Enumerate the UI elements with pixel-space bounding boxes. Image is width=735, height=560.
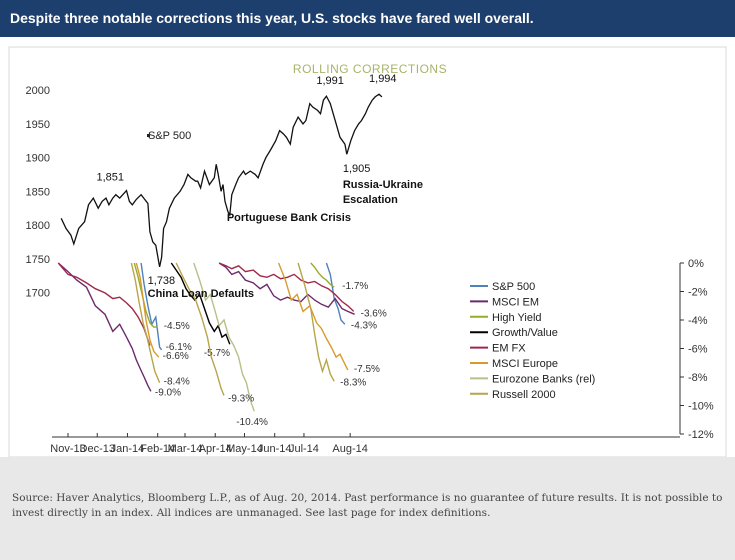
series-line-msci-em-1	[57, 262, 152, 392]
y2-tick-label: -2%	[688, 287, 708, 299]
series-line-s-p-500-3	[325, 262, 346, 325]
annotation-1-738: 1,738	[148, 275, 176, 287]
series-line-high-yield-3	[310, 262, 335, 288]
series-line-high-yield-1	[133, 262, 158, 328]
end-label: -8.3%	[340, 377, 366, 388]
end-label: -7.5%	[354, 364, 380, 375]
end-label: -4.5%	[164, 321, 190, 332]
legend-label-eurozone-banks-rel: Eurozone Banks (rel)	[492, 373, 595, 385]
footer: Source: Haver Analytics, Bloomberg L.P.,…	[0, 457, 735, 560]
page-title: Despite three notable corrections this y…	[10, 10, 534, 26]
annotation-portuguese-bank-crisis: Portuguese Bank Crisis	[227, 212, 351, 224]
legend: S&P 500 MSCI EM High Yield Growth/Value EM F…	[470, 281, 595, 401]
series-line-em-fx-1	[57, 262, 151, 346]
end-label: -6.6%	[163, 351, 189, 362]
end-label: -6.1%	[166, 342, 192, 353]
annotation-escalation: Escalation	[343, 194, 398, 206]
x-tick-label: Apr-14	[199, 443, 232, 455]
legend-label-high-yield: High Yield	[492, 312, 542, 324]
y1-tick-label: 1750	[26, 254, 50, 266]
end-label: -3.6%	[361, 308, 387, 319]
end-label: -8.4%	[164, 377, 190, 388]
end-label: -10.4%	[236, 417, 268, 428]
y2-tick-label: -4%	[688, 315, 708, 327]
x-tick-label: Mar-14	[168, 443, 203, 455]
legend-label-s-p-500: S&P 500	[492, 281, 535, 293]
y1-tick-label: 1850	[26, 186, 50, 198]
sp500-marker-icon	[147, 134, 150, 137]
series-line-growth-value-2	[170, 262, 231, 345]
y2-tick-label: -8%	[688, 372, 708, 384]
series-line-russell-2000-2	[175, 262, 225, 396]
end-label: -9.0%	[155, 387, 181, 398]
y1-tick-label: 1700	[26, 288, 50, 300]
y1-tick-label: 1950	[26, 119, 50, 131]
y1-tick-label: 1800	[26, 220, 50, 232]
annotation-1-991: 1,991	[316, 75, 344, 87]
y2-tick-label: -12%	[688, 429, 714, 441]
x-axis: Nov-13Dec-13Jan-14Feb-14Mar-14Apr-14May-…	[50, 433, 680, 455]
x-tick-label: Jul-14	[289, 443, 319, 455]
corrections-y-axis: 0% -2% -4% -6% -8% -10% -12%	[679, 258, 714, 441]
end-label: -4.3%	[351, 320, 377, 331]
y2-tick-label: 0%	[688, 258, 704, 270]
y2-tick-label: -10%	[688, 401, 714, 413]
series-line-msci-em-3	[218, 262, 355, 315]
x-tick-label: Dec-13	[80, 443, 115, 455]
end-label: -5.7%	[204, 348, 230, 359]
sp500-series-label: S&P 500	[148, 130, 191, 142]
header-banner: Despite three notable corrections this y…	[0, 0, 735, 37]
y2-tick-label: -6%	[688, 344, 708, 356]
series-line-s-p-500	[60, 93, 383, 268]
x-tick-label: Feb-14	[140, 443, 175, 455]
annotation-1-905: 1,905	[343, 163, 371, 175]
sp500-y-axis: 1700 1750 1800 1850 1900 1950 2000	[26, 85, 50, 299]
end-label: -9.3%	[228, 394, 254, 405]
annotation-1-851: 1,851	[97, 172, 125, 184]
annotation-china-loan-defaults: China Loan Defaults	[148, 288, 254, 300]
x-tick-label: May-14	[226, 443, 263, 455]
series-line-msci-europe-3	[277, 262, 349, 371]
chart-frame	[8, 46, 727, 457]
x-tick-label: Aug-14	[332, 443, 367, 455]
annotation-1-994: 1,994	[369, 73, 397, 85]
legend-label-growth-value: Growth/Value	[492, 327, 558, 339]
x-tick-label: Jan-14	[111, 443, 145, 455]
legend-label-em-fx: EM FX	[492, 343, 526, 355]
series-line-msci-europe-1	[135, 262, 160, 358]
chart-title: ROLLING CORRECTIONS	[293, 62, 447, 76]
legend-label-msci-em: MSCI EM	[492, 296, 539, 308]
x-tick-label: Jun-14	[258, 443, 292, 455]
source-note: Source: Haver Analytics, Bloomberg L.P.,…	[12, 492, 723, 519]
corrections-series: -6.1% -4.3% -9.0% -3.6% -4.5% -1.7% -5.7% -6.6%…	[57, 262, 387, 428]
end-label: -1.7%	[342, 281, 368, 292]
legend-label-msci-europe: MSCI Europe	[492, 358, 558, 370]
chart-area: ROLLING CORRECTIONS 1700 1750 1800 1850 1900…	[8, 46, 727, 457]
legend-label-russell-2000: Russell 2000	[492, 389, 556, 401]
x-tick-label: Nov-13	[50, 443, 85, 455]
y1-tick-label: 2000	[26, 85, 50, 97]
sp500-series: S&P 500	[60, 93, 383, 268]
series-line-russell-2000-1	[130, 262, 161, 383]
y1-tick-label: 1900	[26, 153, 50, 165]
annotation-russia-ukraine: Russia-Ukraine	[343, 179, 423, 191]
series-line-em-fx-3	[218, 262, 355, 312]
series-line-eurozone-banks-rel-2	[193, 262, 255, 412]
series-line-russell-2000-3	[297, 262, 335, 382]
